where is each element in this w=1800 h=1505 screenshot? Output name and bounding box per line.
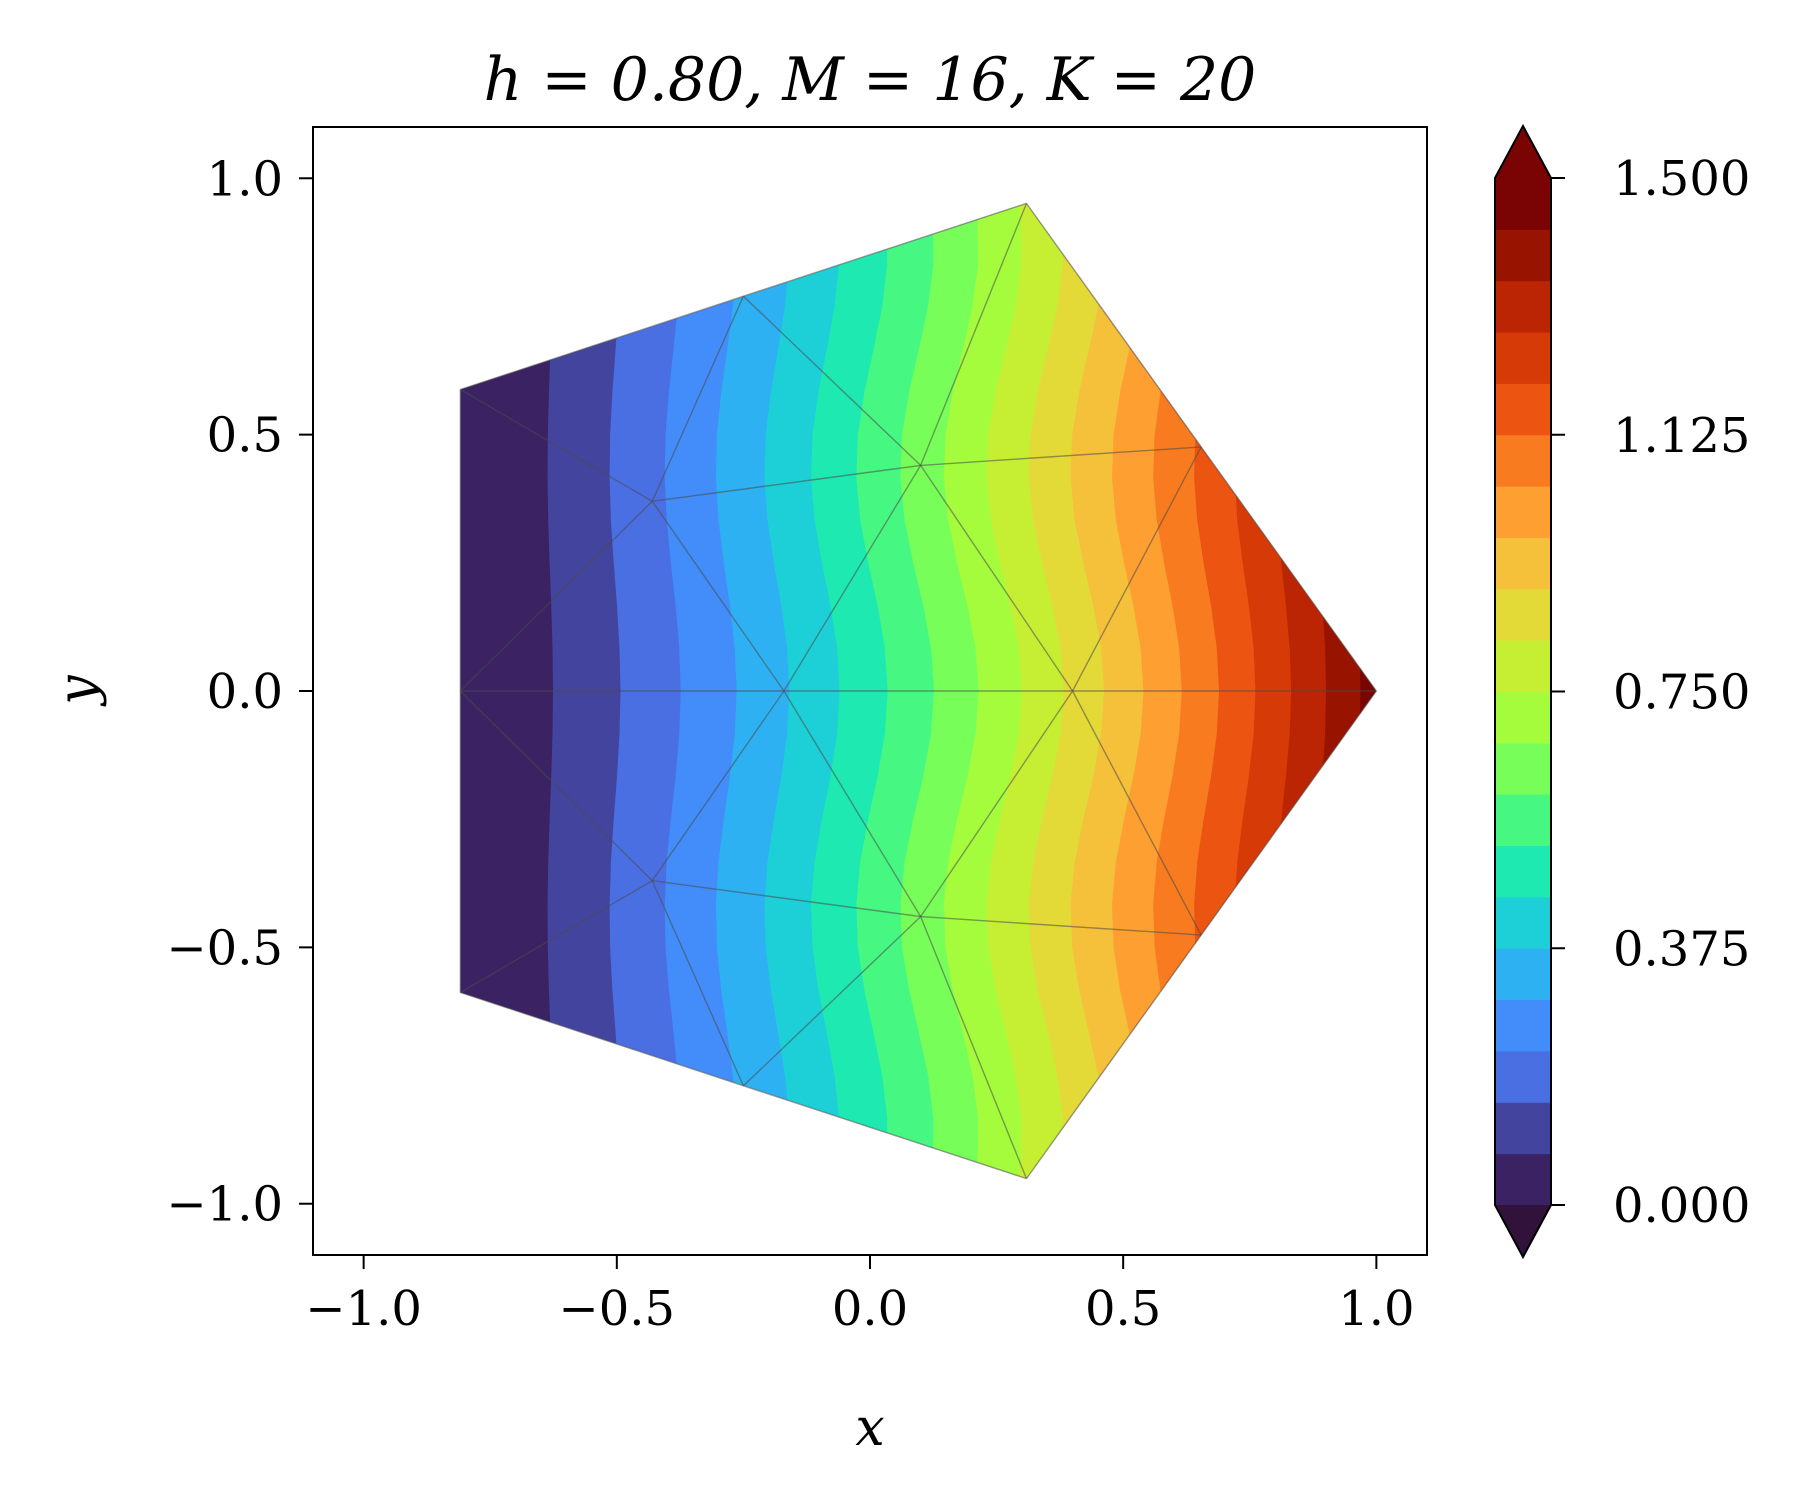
mesh-lines bbox=[459, 202, 1377, 1180]
mesh-edge bbox=[920, 465, 1074, 692]
mesh-edge bbox=[783, 690, 922, 917]
mesh-edge bbox=[651, 880, 745, 1087]
colorbar-segment bbox=[1495, 1101, 1551, 1155]
chart-title: h = 0.80, M = 16, K = 20 bbox=[484, 45, 1257, 115]
x-tick-label: −0.5 bbox=[559, 1281, 676, 1337]
colorbar-under-arrow bbox=[1495, 1205, 1551, 1257]
colorbar-tick-label: 1.125 bbox=[1613, 408, 1750, 464]
y-tick-label: 0.0 bbox=[207, 664, 283, 720]
x-tick-label: −1.0 bbox=[305, 1281, 422, 1337]
y-tick-label: −1.0 bbox=[166, 1177, 283, 1233]
colorbar-segment bbox=[1495, 947, 1551, 1001]
colorbar-tick-label: 0.375 bbox=[1613, 921, 1750, 977]
mesh-edge bbox=[652, 880, 921, 918]
colorbar-segment bbox=[1495, 691, 1551, 744]
mesh-edge bbox=[459, 388, 653, 502]
y-axis: −1.0 −0.5 0.0 0.5 1.0 bbox=[166, 151, 313, 1233]
mesh-edge bbox=[1200, 690, 1377, 936]
plot-area bbox=[312, 126, 1428, 1256]
colorbar-segment bbox=[1495, 177, 1551, 230]
mesh-edge bbox=[459, 690, 653, 882]
mesh-edge bbox=[459, 880, 653, 994]
mesh-edge bbox=[460, 991, 744, 1087]
mesh-edge bbox=[920, 915, 1202, 936]
mesh-edge bbox=[1071, 690, 1202, 936]
y-axis-label: y bbox=[48, 675, 108, 707]
mesh-edge bbox=[783, 465, 922, 692]
colorbar-segment bbox=[1495, 280, 1551, 333]
colorbar-segment bbox=[1495, 1050, 1551, 1103]
mesh-edge bbox=[651, 500, 785, 692]
colorbar: 0.000 0.375 0.750 1.125 1.500 bbox=[1494, 123, 1750, 1260]
colorbar-segment bbox=[1495, 536, 1551, 590]
mesh-edge bbox=[920, 446, 1202, 467]
colorbar-segment bbox=[1495, 639, 1551, 692]
colorbar-segment bbox=[1495, 845, 1551, 898]
mesh-edge bbox=[1200, 446, 1377, 692]
colorbar-segment bbox=[1495, 742, 1551, 795]
colorbar-segment bbox=[1495, 382, 1551, 436]
x-tick-label: 0.5 bbox=[1085, 1281, 1161, 1337]
mesh-edge bbox=[919, 203, 1028, 466]
mesh-edge bbox=[919, 916, 1028, 1179]
colorbar-tick-label: 0.000 bbox=[1613, 1178, 1750, 1234]
colorbar-segment bbox=[1495, 588, 1551, 641]
colorbar-segment bbox=[1495, 228, 1551, 282]
colorbar-tick-label: 0.750 bbox=[1613, 665, 1750, 721]
mesh-edge bbox=[651, 690, 785, 882]
y-tick-label: −0.5 bbox=[166, 920, 283, 976]
colorbar-segment bbox=[1495, 999, 1551, 1052]
mesh-edge bbox=[742, 916, 922, 1087]
mesh-edge bbox=[459, 500, 653, 692]
mesh-edge bbox=[743, 202, 1027, 297]
colorbar-segment bbox=[1495, 434, 1551, 487]
mesh-edge bbox=[1071, 446, 1202, 692]
colorbar-over-arrow bbox=[1495, 126, 1551, 178]
mesh-edge bbox=[920, 690, 1074, 917]
colorbar-segment bbox=[1495, 485, 1551, 538]
mesh-edge bbox=[652, 464, 921, 502]
colorbar-segment bbox=[1495, 1153, 1551, 1206]
colorbar-segment bbox=[1495, 793, 1551, 847]
x-tick-label: 0.0 bbox=[832, 1281, 908, 1337]
colorbar-segment bbox=[1495, 331, 1551, 384]
mesh-edge bbox=[1025, 934, 1202, 1180]
y-tick-label: 1.0 bbox=[207, 151, 283, 207]
x-axis-label: x bbox=[855, 1398, 884, 1458]
x-tick-label: 1.0 bbox=[1338, 1281, 1414, 1337]
mesh-edge bbox=[1025, 202, 1202, 448]
y-tick-label: 0.5 bbox=[207, 408, 283, 464]
colorbar-tick-label: 1.500 bbox=[1613, 151, 1750, 207]
x-axis: −1.0 −0.5 0.0 0.5 1.0 bbox=[305, 1255, 1415, 1337]
mesh-edge bbox=[460, 295, 744, 391]
mesh-edge bbox=[743, 1085, 1027, 1180]
mesh-edge bbox=[742, 295, 922, 466]
mesh-edge bbox=[651, 295, 745, 502]
colorbar-segment bbox=[1495, 896, 1551, 949]
